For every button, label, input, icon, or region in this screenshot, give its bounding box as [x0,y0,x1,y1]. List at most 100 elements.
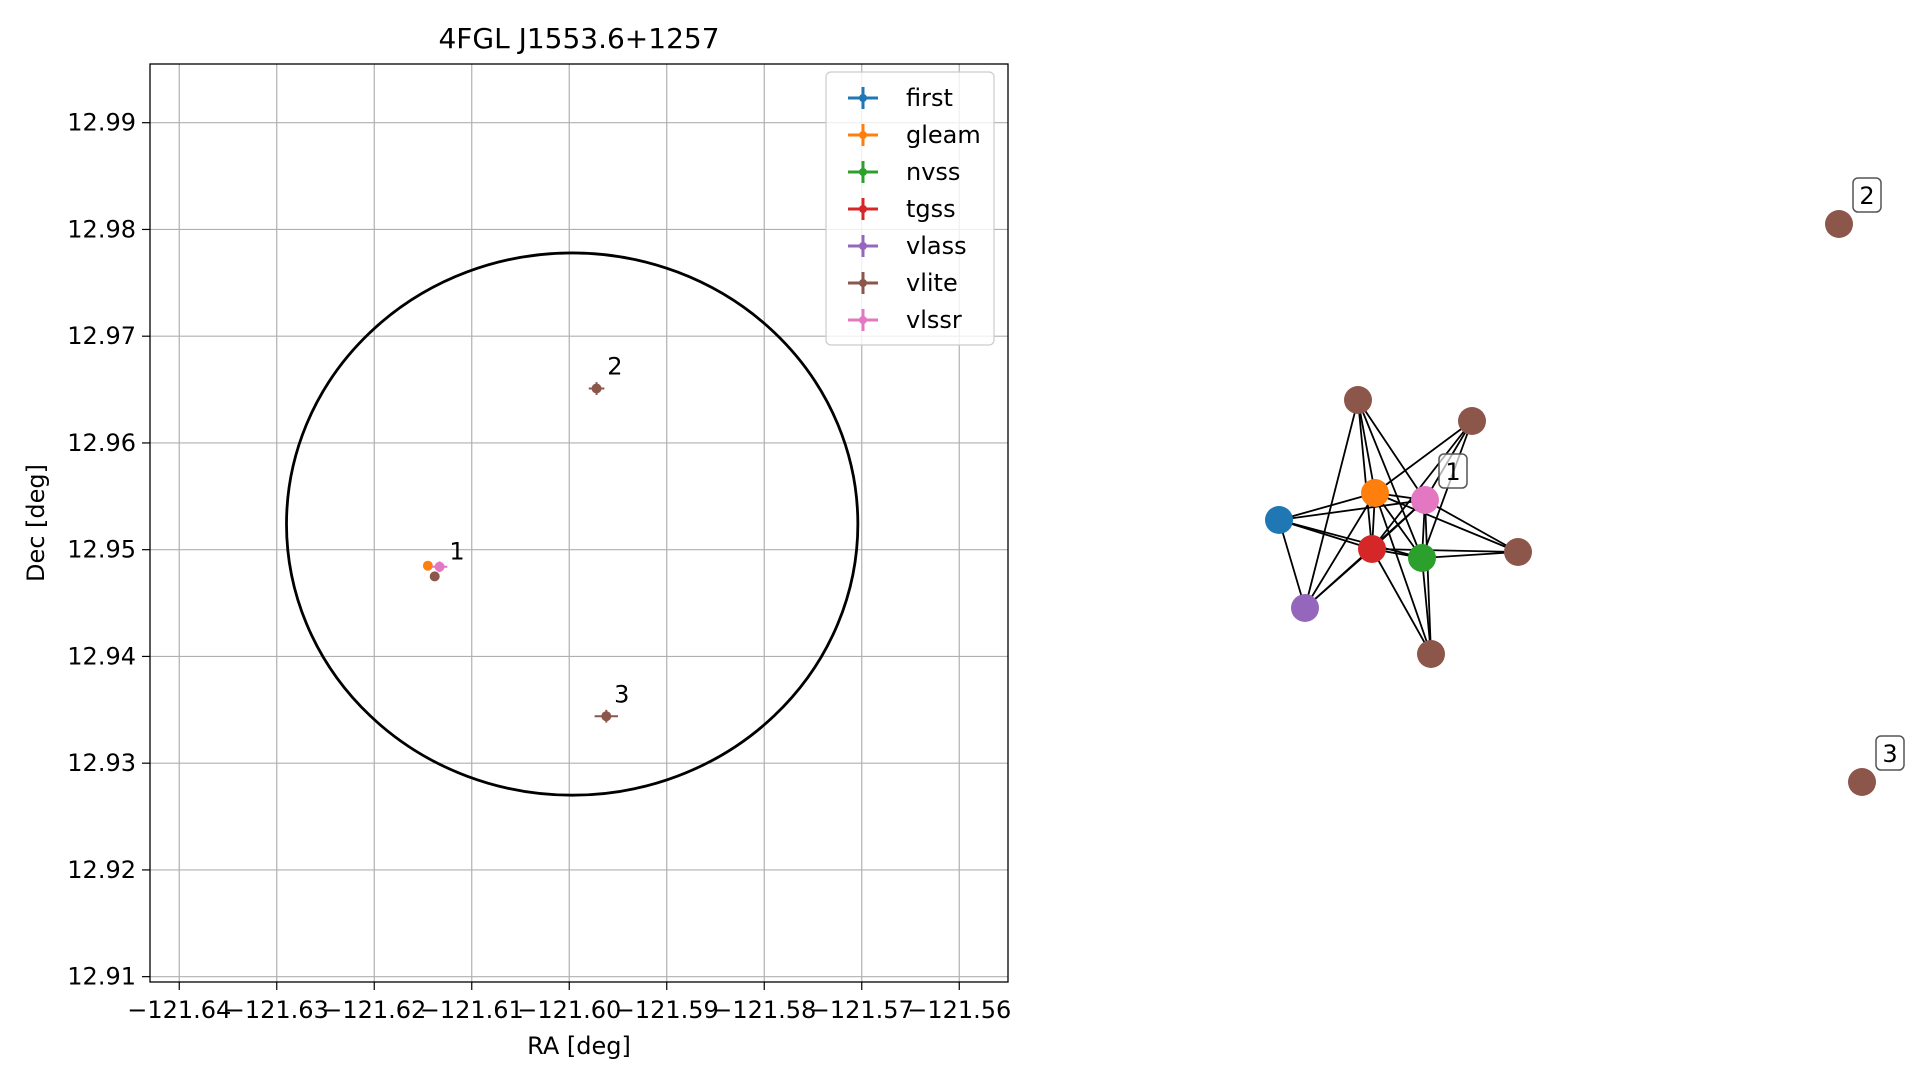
network-edge [1278,492,1376,521]
annotations-layer: 1 2 3 [449,353,629,709]
network-edge [1371,420,1473,550]
legend-entry-vlite: vlite [848,269,958,297]
network-label: 2 [1852,177,1882,213]
point-annotation: 1 [449,537,464,565]
x-tick-label: −121.59 [615,996,719,1024]
network-edge [1371,548,1432,655]
legend-box [825,71,995,346]
axes-frame [149,63,1009,983]
point-annotation: 3 [614,680,629,708]
legend-marker-dot [859,131,867,139]
network-edge [1304,399,1359,609]
network-node-vlite_c [1504,538,1532,566]
marker [601,711,612,722]
legend: first gleam nvss tgss vlass vlite vlssr [825,71,995,346]
data-point-gleam [422,560,433,571]
legend-label: first [906,84,953,112]
network-edge [1278,519,1423,559]
network-label-text: 2 [1859,182,1874,210]
legend-entry-vlssr: vlssr [848,306,962,334]
network-panel: 1 2 3 [1265,177,1905,796]
legend-entry-first: first [848,84,953,112]
y-tick-label: 12.93 [67,749,136,777]
data-point-vlite [594,709,618,723]
network-label-box [1852,177,1882,213]
marker [422,560,433,571]
network-edge [1374,492,1432,655]
legend-marker-dot [859,242,867,250]
legend-entry-vlass: vlass [848,232,967,260]
legend-label: gleam [906,121,981,149]
legend-label: nvss [906,158,960,186]
y-tick-label: 12.97 [67,322,136,350]
x-tick-label: −121.58 [712,996,816,1024]
network-edge [1278,519,1306,609]
legend-marker-dot [859,168,867,176]
network-node-first [1265,506,1293,534]
points-layer [422,382,618,723]
y-tick-label: 12.92 [67,856,136,884]
legend-label: vlssr [906,306,962,334]
marker [429,571,440,582]
legend-marker-dot [859,316,867,324]
data-point-vlite [429,571,440,582]
network-label: 1 [1438,453,1468,489]
network-label-text: 1 [1445,458,1460,486]
legend-label: vlass [906,232,967,260]
network-node-vlite_b [1458,407,1486,435]
data-point-vlite [588,382,605,395]
legend-marker-dot [859,205,867,213]
x-tick-label: −121.60 [517,996,621,1024]
network-node-vlite_3 [1848,768,1876,796]
network-node-vlass [1291,594,1319,622]
marker [434,561,445,572]
legend-entry-gleam: gleam [848,121,981,149]
point-annotation: 2 [607,353,622,381]
network-edge [1357,399,1376,494]
network-label-text: 3 [1882,740,1897,768]
x-tick-label: −121.64 [127,996,231,1024]
network-node-vlssr [1411,486,1439,514]
legend-label: vlite [906,269,958,297]
legend-entry-tgss: tgss [848,195,956,223]
network-label: 3 [1875,735,1905,771]
network-node-vlite_d [1417,640,1445,668]
marker [591,383,602,394]
network-node-gleam [1361,479,1389,507]
y-axis-label: Dec [deg] [22,464,50,582]
network-edge [1357,399,1426,501]
network-node-vlite_2 [1825,210,1853,238]
legend-marker-dot [859,279,867,287]
x-tick-label: −121.61 [420,996,524,1024]
legend-marker-dot [859,94,867,102]
network-edge [1357,399,1423,559]
scatter-panel: 123 −121.64−121.63−121.62−121.61−121.60−… [22,22,1011,1060]
network-edge [1304,492,1376,609]
x-tick-label: −121.56 [907,996,1011,1024]
network-nodes [1265,210,1876,796]
network-edge [1421,551,1519,559]
y-tick-label: 12.95 [67,536,136,564]
confidence-ellipse-layer [285,251,860,797]
network-edge [1371,548,1519,553]
network-edge [1424,499,1432,655]
y-tick-label: 12.98 [67,215,136,243]
network-edge [1421,420,1473,559]
data-point-vlssr [431,561,448,573]
network-labels: 1 2 3 [1438,177,1905,771]
network-node-vlite_a [1344,386,1372,414]
y-tick-label: 12.91 [67,963,136,991]
legend-entry-nvss: nvss [848,158,960,186]
network-label-box [1875,735,1905,771]
legend-label: tgss [906,195,956,223]
y-tick-label: 12.96 [67,429,136,457]
chart-title: 4FGL J1553.6+1257 [438,22,719,55]
grid [150,64,1008,982]
x-axis-label: RA [deg] [527,1032,631,1060]
y-tick-label: 12.94 [67,642,136,670]
y-tick-label: 12.99 [67,109,136,137]
network-edge [1424,499,1519,553]
ticks-layer: −121.64−121.63−121.62−121.61−121.60−121.… [67,109,1011,1024]
x-tick-label: −121.63 [225,996,329,1024]
